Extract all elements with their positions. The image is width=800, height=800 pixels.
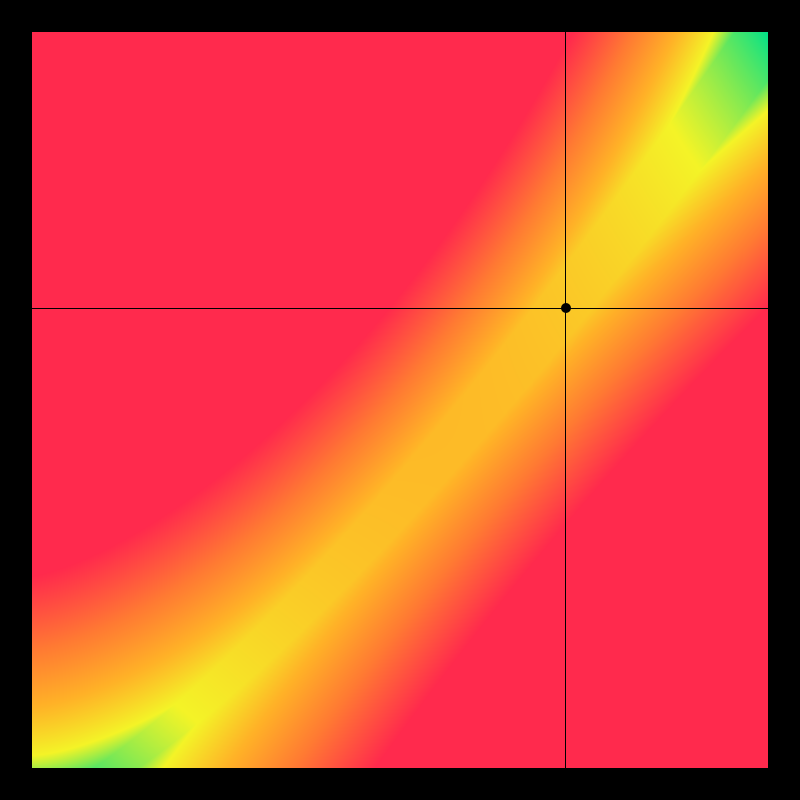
crosshair-vertical-line [565, 32, 566, 768]
crosshair-marker [561, 303, 571, 313]
bottleneck-heatmap [32, 32, 768, 768]
crosshair-horizontal-line [32, 308, 768, 309]
watermark-text: TheBottleneck.com [565, 4, 768, 30]
chart-container: TheBottleneck.com [0, 0, 800, 800]
